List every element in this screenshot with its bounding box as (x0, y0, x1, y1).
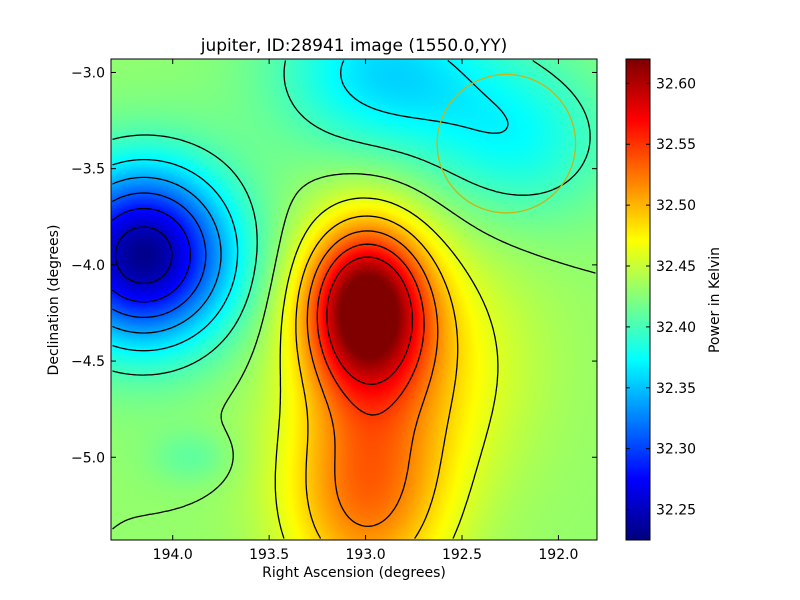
colorbar-tick-label-7: 32.60 (656, 76, 696, 92)
contour-level-5 (112, 59, 591, 376)
contour-level-8 (295, 215, 459, 539)
colorbar-tick-label-0: 32.25 (656, 503, 696, 519)
x-tick-label-2: 193.0 (346, 547, 386, 563)
y-tick-label-1: −3.5 (71, 162, 105, 178)
contour-level-11 (326, 256, 414, 385)
y-tick-label-4: −5.0 (71, 450, 105, 466)
x-axis-label: Right Ascension (degrees) (262, 565, 446, 581)
y-axis-ticks: −3.0 −3.5 −4.0 −4.5 −5.0 (71, 65, 597, 466)
heatmap-image (111, 59, 597, 540)
contour-level-7 (274, 197, 499, 539)
colorbar-tick-label-6: 32.55 (656, 137, 696, 153)
colorbar-tick-label-3: 32.40 (656, 320, 696, 336)
contour-level-4 (112, 60, 509, 352)
colorbar-label: Power in Kelvin (707, 247, 723, 353)
colorbar-tick-label-5: 32.50 (656, 198, 696, 214)
contour-level-9 (306, 230, 439, 528)
colorbar-frame (625, 58, 651, 541)
x-tick-label-1: 193.5 (249, 547, 289, 563)
y-axis-label: Declination (degrees) (46, 225, 62, 376)
chart-title: jupiter, ID:28941 image (1550.0,YY) (200, 36, 508, 56)
colorbar-tick-label-4: 32.45 (656, 259, 696, 275)
contour-lines (112, 59, 596, 539)
colorbar-gradient (626, 59, 650, 540)
contour-level-2 (112, 192, 207, 319)
colorbar-ticks: 32.25 32.30 32.35 32.40 32.45 32.50 32.55 32.60 (626, 76, 696, 519)
x-tick-label-0: 194.0 (153, 547, 193, 563)
x-tick-label-4: 192.0 (538, 547, 578, 563)
x-tick-label-3: 192.5 (442, 547, 482, 563)
plot-frame (110, 58, 598, 541)
contour-level-6 (112, 173, 596, 530)
beam-circle (436, 73, 577, 214)
contour-level-3 (112, 176, 222, 334)
y-tick-label-2: −4.0 (71, 258, 105, 274)
y-tick-label-3: −4.5 (71, 354, 105, 370)
y-tick-label-0: −3.0 (71, 65, 105, 81)
colorbar-tick-label-2: 32.35 (656, 381, 696, 397)
colorbar-tick-label-1: 32.30 (656, 442, 696, 458)
contour-level-0 (114, 226, 173, 285)
contour-level-1 (112, 207, 192, 303)
contour-level-10 (316, 243, 425, 416)
x-axis-ticks: 194.0 193.5 193.0 192.5 192.0 (153, 59, 578, 563)
